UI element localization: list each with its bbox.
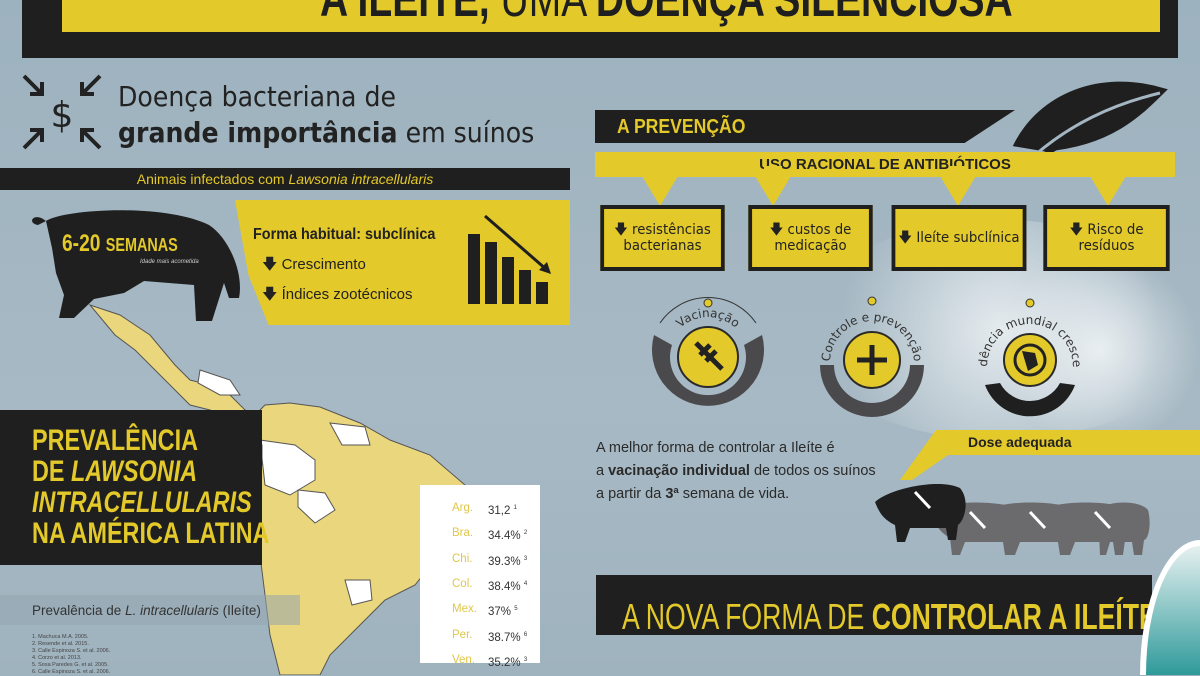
svg-text:$: $ <box>51 95 74 136</box>
prevalence-row: Chi. 39.3% 3 <box>452 548 540 573</box>
value: 37% 5 <box>488 606 518 619</box>
form-item: 🡇 Índices zootécnicos <box>262 286 413 303</box>
effect-box: 🡇 custos de medicação <box>748 205 873 271</box>
antibiotics-bar: USO RACIONAL DE ANTIBIÓTICOS <box>595 152 1175 177</box>
circles-row: Vacinação Controle e prevenção Tendência… <box>640 295 1084 417</box>
form-item: 🡇 Crescimento <box>262 256 366 273</box>
references: 1. Machuca M.A. 2005. 2. Resende et al. 2… <box>32 634 111 675</box>
form-title: Forma habitual: subclínica <box>253 226 436 243</box>
value: 31,2 1 <box>488 504 517 517</box>
value: 34.4% 2 <box>488 530 528 543</box>
circle-controle: Controle e prevenção <box>819 296 925 417</box>
age-range: 6-20 SEMANAS <box>62 230 178 257</box>
bottom-banner <box>596 575 1152 635</box>
country: Ven. <box>452 653 476 666</box>
vaccination-paragraph: A melhor forma de controlar a Ileíte é a… <box>596 440 876 502</box>
leaf-icon <box>1012 81 1168 160</box>
down-arrow-icon <box>1090 166 1126 206</box>
country: Bra. <box>452 527 474 540</box>
prevalence-row: Mex. 37% 5 <box>452 598 540 623</box>
map-caption: Prevalência de L. intracellularis (Ileít… <box>32 603 261 618</box>
value: 35.2% 3 <box>488 656 528 669</box>
form-panel <box>235 200 570 325</box>
circle-vacinacao: Vacinação <box>652 297 764 406</box>
down-arrow-icon: 🡇 <box>614 222 628 238</box>
down-arrow-icon: 🡇 <box>262 256 278 273</box>
country: Col. <box>452 577 473 590</box>
prevention-title: A PREVENÇÃO <box>617 116 746 138</box>
prevalence-row: Col. 38.4% 4 <box>452 573 540 598</box>
pig-silhouette <box>32 210 240 321</box>
down-arrow-icon <box>755 166 791 206</box>
country: Mex. <box>452 603 477 616</box>
prevalence-table: Arg. 31,2 1 Bra. 34.4% 2 Chi. 39.3% 3 Col. 38.4… <box>420 485 540 669</box>
intro-line2: grande importância em suínos <box>118 116 535 149</box>
prevalence-row: Arg. 31,2 1 <box>452 497 540 522</box>
down-arrow-icon <box>940 166 976 206</box>
down-arrow-icon: 🡇 <box>262 286 278 303</box>
down-arrow-icon <box>642 166 678 206</box>
effect-box: 🡇 Ileíte subclínica <box>891 205 1027 271</box>
effect-box: 🡇 resistências bacterianas <box>600 205 725 271</box>
prevention-bar <box>595 110 1015 143</box>
page-title: A ILEÍTE, UMA DOENÇA SILENCIOSA <box>320 0 1013 28</box>
globe-icon <box>1013 343 1047 377</box>
value: 39.3% 3 <box>488 555 528 568</box>
vaccinated-pigs <box>875 483 1150 555</box>
prevalence-row: Per. 38.7% 6 <box>452 624 540 649</box>
down-arrow-icon: 🡇 <box>769 222 784 238</box>
down-arrow-icon: 🡇 <box>898 230 913 246</box>
declining-bars-icon <box>468 214 551 304</box>
prevalence-row: Ven. 35.2% 3 <box>452 649 540 674</box>
country: Per. <box>452 628 473 641</box>
value: 38.4% 4 <box>488 580 528 593</box>
bottom-slogan: A NOVA FORMA DE CONTROLAR A ILEÍTE <box>622 596 1157 637</box>
country: Chi. <box>452 552 473 565</box>
intro-line1: Doença bacteriana de <box>118 80 397 113</box>
caption-band <box>0 595 300 625</box>
infected-bar: Animais infectados com Lawsonia intracel… <box>0 168 570 190</box>
prevalence-box <box>0 410 262 565</box>
effect-box: 🡇 Risco de resíduos <box>1043 205 1170 271</box>
country: Arg. <box>452 502 474 514</box>
prevalence-heading: PREVALÊNCIA DE LAWSONIA INTRACELLULARIS … <box>32 424 270 550</box>
value: 38.7% 6 <box>488 631 528 644</box>
dollar-compress-icon: $ <box>22 74 102 150</box>
age-note: Idade mais acometida <box>140 259 199 265</box>
down-arrow-icon: 🡇 <box>1069 222 1084 238</box>
teal-circle <box>1140 540 1200 675</box>
title-banner: A ILEÍTE, UMA DOENÇA SILENCIOSA <box>62 0 1160 32</box>
dose-label: Dose adequada <box>968 434 1072 450</box>
prevalence-row: Bra. 34.4% 2 <box>452 522 540 547</box>
